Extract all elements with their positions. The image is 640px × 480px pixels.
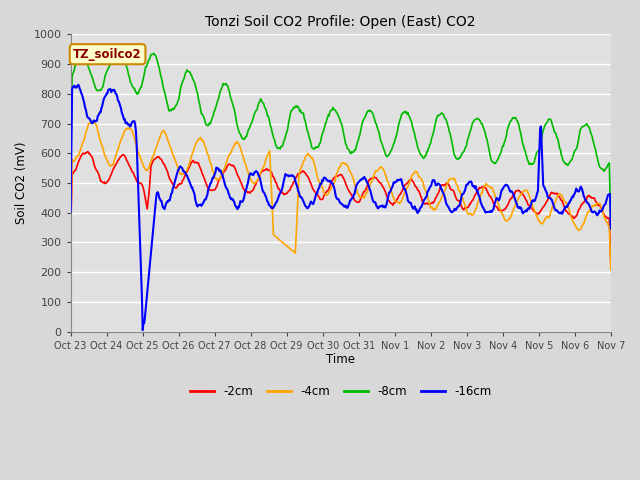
Y-axis label: Soil CO2 (mV): Soil CO2 (mV)	[15, 142, 28, 224]
X-axis label: Time: Time	[326, 353, 355, 366]
Title: Tonzi Soil CO2 Profile: Open (East) CO2: Tonzi Soil CO2 Profile: Open (East) CO2	[205, 15, 476, 29]
Text: TZ_soilco2: TZ_soilco2	[74, 48, 142, 60]
Legend: -2cm, -4cm, -8cm, -16cm: -2cm, -4cm, -8cm, -16cm	[186, 381, 496, 403]
